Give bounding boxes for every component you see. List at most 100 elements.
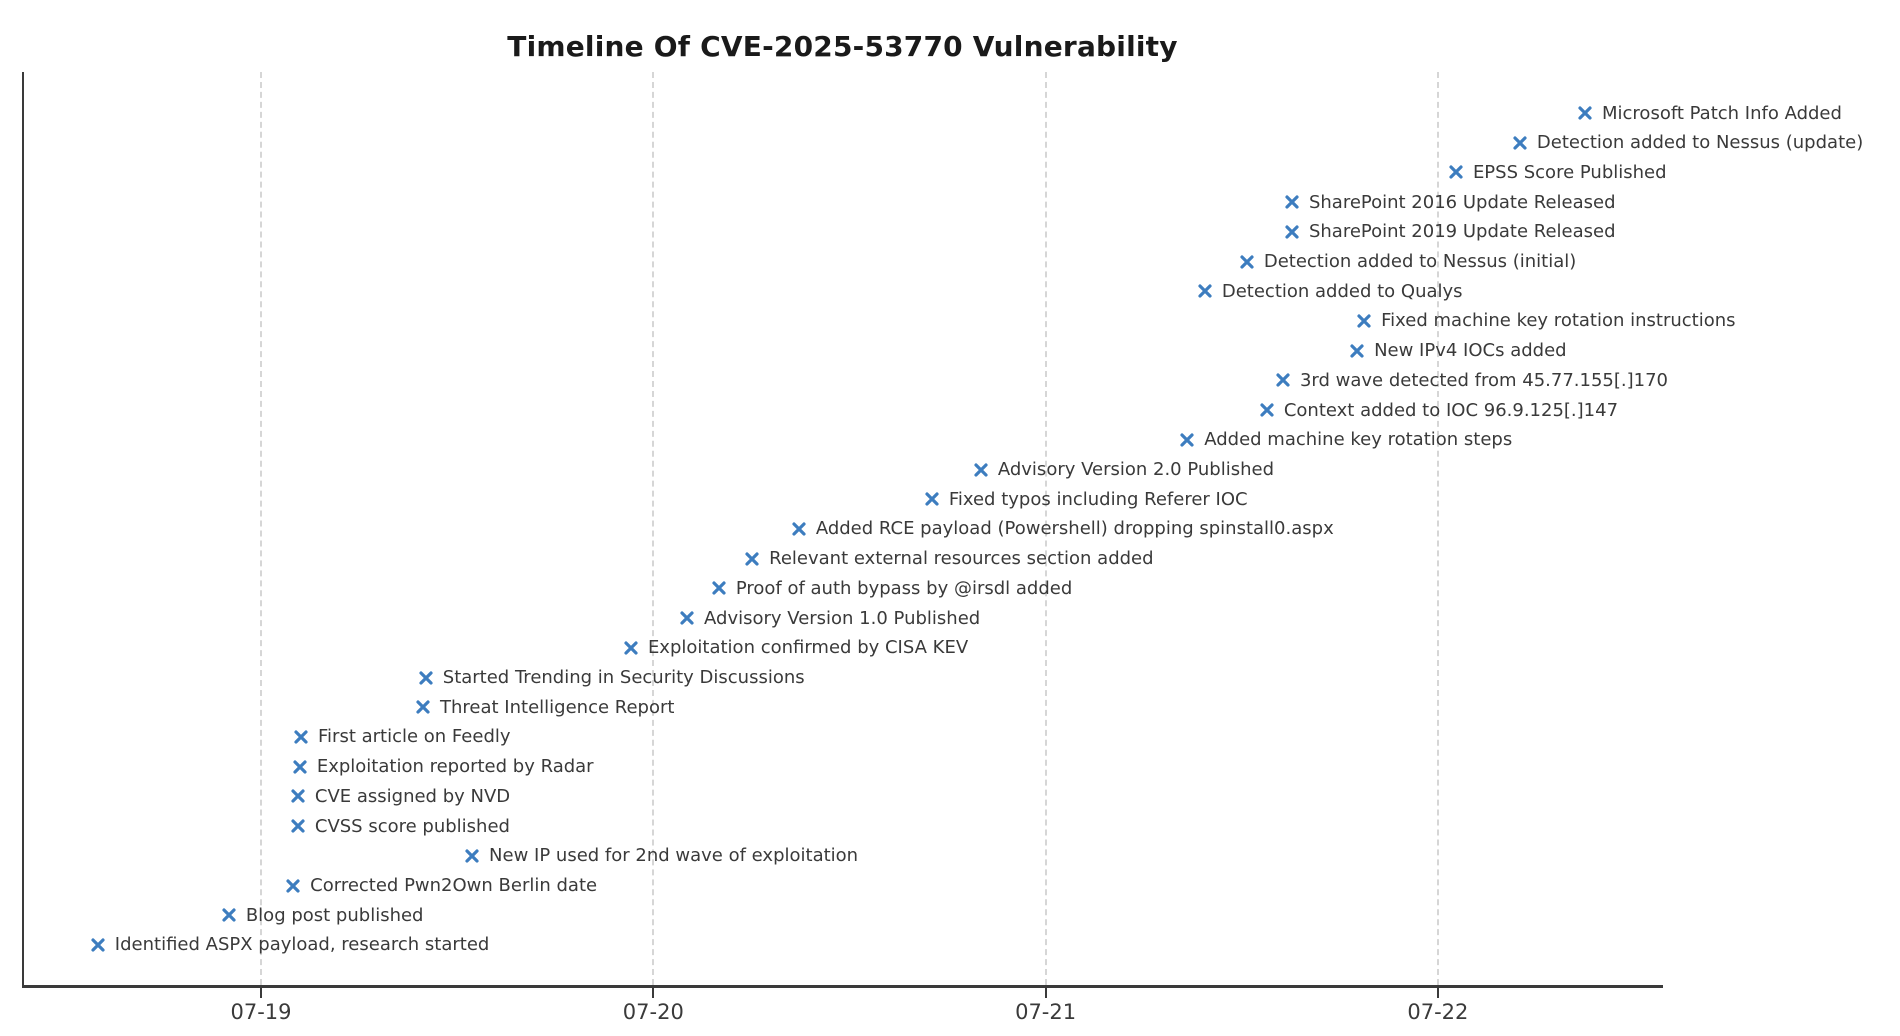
x-marker-icon (416, 700, 430, 714)
x-marker-icon (1260, 403, 1274, 417)
x-marker-icon (1285, 225, 1299, 239)
chart-title: Timeline Of CVE-2025-53770 Vulnerability (507, 30, 1178, 63)
x-marker-icon (1350, 344, 1364, 358)
event-label: EPSS Score Published (1472, 161, 1667, 183)
x-marker-icon (291, 819, 305, 833)
event-label: Exploitation reported by Radar (316, 756, 594, 778)
event-label: CVE assigned by NVD (314, 785, 511, 807)
timeline-event: SharePoint 2019 Update Released (1284, 221, 1616, 243)
x-marker-icon (294, 730, 308, 744)
x-marker-icon (286, 878, 300, 893)
x-marker-icon (974, 462, 988, 477)
timeline-event: New IPv4 IOCs added (1349, 340, 1567, 362)
timeline-event: Detection added to Nessus (initial) (1239, 251, 1577, 273)
timeline-event: First article on Feedly (293, 726, 511, 748)
timeline-event: Microsoft Patch Info Added (1577, 102, 1842, 124)
x-axis-spine (22, 985, 1663, 988)
timeline-event: EPSS Score Published (1448, 161, 1667, 183)
event-label: Threat Intelligence Report (440, 696, 675, 718)
timeline-event: Advisory Version 1.0 Published (679, 607, 981, 629)
timeline-event: CVE assigned by NVD (290, 785, 511, 807)
timeline-event: Proof of auth bypass by @irsdl added (711, 577, 1073, 599)
gridline (1436, 72, 1439, 985)
timeline-event: Identified ASPX payload, research starte… (90, 934, 490, 956)
x-tick-label: 07-19 (230, 1000, 292, 1024)
event-label: Added RCE payload (Powershell) dropping … (815, 518, 1334, 540)
x-marker-icon (91, 938, 105, 952)
x-marker-icon (792, 522, 806, 536)
event-label: Fixed typos including Referer IOC (948, 488, 1248, 510)
timeline-event: Context added to IOC 96.9.125[.]147 (1259, 399, 1619, 421)
timeline-event: Detection added to Qualys (1197, 280, 1463, 302)
x-marker-icon (925, 492, 939, 506)
event-label: CVSS score published (314, 815, 510, 837)
timeline-event: Threat Intelligence Report (415, 696, 675, 718)
x-tick-label: 07-22 (1407, 1000, 1469, 1024)
x-marker-icon (1180, 433, 1194, 447)
event-label: Corrected Pwn2Own Berlin date (310, 875, 598, 897)
timeline-event: New IP used for 2nd wave of exploitation (464, 845, 859, 867)
event-label: Blog post published (245, 904, 424, 926)
x-tick (652, 988, 655, 998)
timeline-event: Fixed machine key rotation instructions (1356, 310, 1736, 331)
x-marker-icon (745, 552, 759, 566)
event-label: 3rd wave detected from 45.77.155[.]170 (1299, 369, 1668, 391)
x-marker-icon (1357, 314, 1371, 328)
x-tick (1436, 988, 1439, 998)
timeline-event: Added RCE payload (Powershell) dropping … (791, 518, 1334, 540)
gridline (652, 72, 655, 985)
x-marker-icon (419, 670, 433, 685)
event-label: New IP used for 2nd wave of exploitation (489, 845, 859, 867)
x-marker-icon (680, 611, 694, 625)
timeline-event: Added machine key rotation steps (1179, 429, 1513, 451)
timeline-event: Corrected Pwn2Own Berlin date (285, 875, 598, 897)
x-tick-label: 07-21 (1015, 1000, 1077, 1024)
event-label: Started Trending in Security Discussions (442, 667, 805, 689)
event-label: Detection added to Qualys (1221, 280, 1463, 302)
gridline (1044, 72, 1047, 985)
event-label: First article on Feedly (318, 726, 511, 748)
x-marker-icon (1276, 373, 1290, 388)
event-label: SharePoint 2019 Update Released (1308, 221, 1616, 243)
x-marker-icon (1285, 195, 1299, 209)
event-label: Advisory Version 1.0 Published (704, 607, 981, 629)
x-marker-icon (1240, 254, 1254, 269)
event-label: Microsoft Patch Info Added (1602, 102, 1842, 124)
event-label: Advisory Version 2.0 Published (997, 459, 1275, 481)
x-marker-icon (293, 760, 307, 774)
event-label: Context added to IOC 96.9.125[.]147 (1283, 399, 1619, 421)
x-marker-icon (1449, 165, 1463, 180)
x-marker-icon (222, 908, 236, 922)
timeline-event: Detection added to Nessus (update) (1512, 132, 1864, 154)
x-marker-icon (1198, 284, 1212, 298)
event-label: Relevant external resources section adde… (769, 548, 1154, 570)
event-label: Added machine key rotation steps (1204, 429, 1513, 451)
event-label: SharePoint 2016 Update Released (1308, 191, 1616, 213)
event-label: Detection added to Nessus (initial) (1263, 251, 1577, 273)
timeline-event: Started Trending in Security Discussions (418, 667, 805, 689)
gridline (260, 72, 262, 985)
x-marker-icon (712, 581, 726, 596)
x-marker-icon (1578, 106, 1592, 120)
timeline-event: Exploitation confirmed by CISA KEV (623, 637, 969, 659)
x-marker-icon (465, 849, 479, 863)
timeline-event: Advisory Version 2.0 Published (973, 459, 1275, 481)
timeline-event: Blog post published (221, 904, 424, 926)
event-label: Identified ASPX payload, research starte… (114, 934, 490, 956)
timeline-event: Fixed typos including Referer IOC (924, 488, 1248, 510)
x-marker-icon (291, 789, 305, 804)
x-tick-label: 07-20 (622, 1000, 684, 1024)
x-tick (260, 988, 262, 998)
x-tick (1044, 988, 1047, 998)
timeline-event: 3rd wave detected from 45.77.155[.]170 (1275, 369, 1668, 391)
event-label: Exploitation confirmed by CISA KEV (647, 637, 969, 659)
timeline-event: Relevant external resources section adde… (744, 548, 1154, 570)
event-label: Detection added to Nessus (update) (1536, 132, 1864, 154)
timeline-event: CVSS score published (290, 815, 510, 837)
x-marker-icon (1513, 136, 1527, 150)
event-label: New IPv4 IOCs added (1374, 340, 1567, 362)
timeline-event: Exploitation reported by Radar (292, 756, 594, 778)
event-label: Proof of auth bypass by @irsdl added (735, 577, 1073, 599)
x-marker-icon (624, 641, 638, 655)
